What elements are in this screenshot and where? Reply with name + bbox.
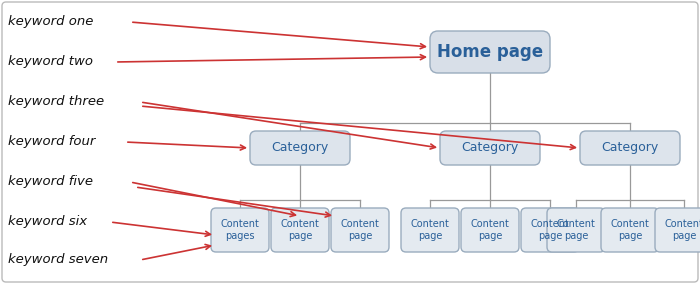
Text: keyword five: keyword five — [8, 176, 93, 189]
Text: Home page: Home page — [437, 43, 543, 61]
Text: Content
page: Content page — [411, 219, 449, 241]
Text: Category: Category — [272, 141, 328, 154]
FancyBboxPatch shape — [461, 208, 519, 252]
Text: keyword six: keyword six — [8, 216, 87, 229]
Text: Content
page: Content page — [281, 219, 319, 241]
Text: keyword one: keyword one — [8, 16, 93, 28]
Text: Category: Category — [601, 141, 659, 154]
FancyBboxPatch shape — [547, 208, 605, 252]
Text: Content
page: Content page — [556, 219, 596, 241]
Text: Category: Category — [461, 141, 519, 154]
Text: Content
page: Content page — [470, 219, 510, 241]
FancyBboxPatch shape — [601, 208, 659, 252]
FancyBboxPatch shape — [211, 208, 269, 252]
FancyBboxPatch shape — [331, 208, 389, 252]
Text: Content
page: Content page — [341, 219, 379, 241]
FancyBboxPatch shape — [430, 31, 550, 73]
Text: keyword seven: keyword seven — [8, 254, 108, 266]
Text: keyword two: keyword two — [8, 55, 93, 68]
FancyBboxPatch shape — [580, 131, 680, 165]
FancyBboxPatch shape — [271, 208, 329, 252]
Text: Content
page: Content page — [610, 219, 650, 241]
FancyBboxPatch shape — [655, 208, 700, 252]
Text: keyword three: keyword three — [8, 95, 104, 108]
Text: keyword four: keyword four — [8, 135, 95, 149]
FancyBboxPatch shape — [440, 131, 540, 165]
Text: Content
page: Content page — [664, 219, 700, 241]
Text: Content
pages: Content pages — [220, 219, 260, 241]
FancyBboxPatch shape — [521, 208, 579, 252]
Text: Content
page: Content page — [531, 219, 569, 241]
FancyBboxPatch shape — [401, 208, 459, 252]
FancyBboxPatch shape — [250, 131, 350, 165]
